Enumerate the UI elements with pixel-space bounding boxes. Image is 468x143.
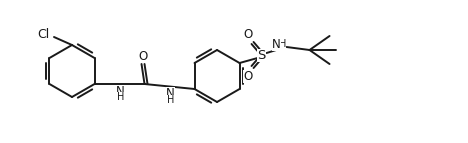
- Text: O: O: [243, 27, 252, 40]
- Text: N: N: [166, 87, 175, 100]
- Text: H: H: [167, 95, 174, 105]
- Text: Cl: Cl: [37, 28, 49, 41]
- Text: H: H: [117, 92, 124, 102]
- Text: O: O: [138, 49, 147, 62]
- Text: N: N: [272, 37, 281, 50]
- Text: H: H: [279, 39, 286, 49]
- Text: O: O: [243, 69, 252, 83]
- Text: S: S: [257, 48, 266, 61]
- Text: N: N: [116, 85, 125, 98]
